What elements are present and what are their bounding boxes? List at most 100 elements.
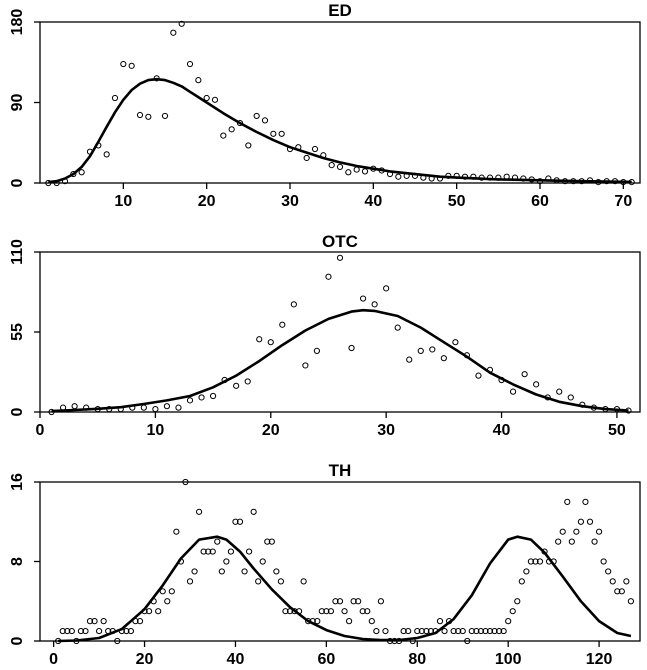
data-point <box>186 397 194 404</box>
x-tick-label: 20 <box>262 422 280 439</box>
data-point <box>595 528 603 535</box>
data-point <box>155 608 162 615</box>
data-point <box>178 20 185 27</box>
data-point <box>364 608 371 615</box>
data-point <box>383 285 390 292</box>
plot-frame <box>39 21 641 184</box>
data-point <box>348 344 355 352</box>
data-point <box>152 405 159 413</box>
data-point <box>414 627 421 635</box>
data-point <box>345 169 352 176</box>
data-point <box>336 254 344 261</box>
data-point <box>200 548 207 555</box>
data-point <box>440 355 447 362</box>
data-point <box>214 538 221 545</box>
data-point <box>120 60 127 68</box>
data-point <box>341 608 348 615</box>
data-point <box>95 627 103 635</box>
data-point <box>182 478 189 486</box>
data-point <box>164 598 171 605</box>
data-point <box>618 588 625 595</box>
data-point <box>452 339 459 346</box>
data-point <box>173 528 180 535</box>
x-tick-label: 40 <box>493 422 511 439</box>
data-point <box>500 627 507 635</box>
data-point <box>377 598 385 605</box>
data-point <box>236 518 244 525</box>
data-point <box>327 608 335 615</box>
data-point <box>509 388 517 395</box>
data-point <box>450 627 457 635</box>
data-point <box>100 618 107 625</box>
data-point <box>261 117 269 124</box>
data-point <box>168 588 175 595</box>
data-point <box>290 301 297 308</box>
data-point <box>253 112 260 120</box>
data-point <box>436 618 444 625</box>
panel-th: TH 0 20 40 60 80 100 120 0 8 16 <box>9 461 641 668</box>
data-point <box>127 627 135 635</box>
data-point <box>244 378 251 385</box>
data-point <box>71 403 78 410</box>
y-tick-label: 16 <box>9 473 26 491</box>
data-point <box>273 568 280 575</box>
data-point <box>423 627 430 635</box>
data-point <box>218 568 225 575</box>
data-point <box>268 538 275 545</box>
data-point <box>186 60 194 68</box>
data-point <box>359 608 366 615</box>
data-point <box>371 301 378 308</box>
x-tick-label: 120 <box>586 651 613 668</box>
data-point <box>209 392 217 400</box>
data-point <box>318 608 325 615</box>
x-tick-label: 60 <box>317 651 335 668</box>
data-point <box>573 528 580 535</box>
data-point <box>140 404 147 411</box>
data-point <box>359 295 367 302</box>
data-point <box>91 618 98 625</box>
data-point <box>300 578 307 585</box>
data-point <box>532 558 539 565</box>
plot-frame <box>39 251 641 413</box>
data-point <box>459 627 466 635</box>
x-tick-label: 0 <box>36 422 45 439</box>
data-point <box>86 618 94 625</box>
data-point <box>361 168 369 175</box>
data-point <box>514 598 521 605</box>
x-tick-label: 10 <box>114 193 132 210</box>
chart-title: ED <box>328 1 352 20</box>
x-tick-label: 10 <box>146 422 164 439</box>
data-point <box>623 578 630 585</box>
x-tick-label: 30 <box>377 422 395 439</box>
data-point <box>259 558 266 565</box>
data-point <box>78 169 85 176</box>
data-point <box>373 627 380 635</box>
data-point <box>353 166 360 173</box>
data-point <box>145 113 152 120</box>
x-tick-label: 80 <box>408 651 426 668</box>
data-point <box>191 568 198 575</box>
data-point <box>278 130 285 137</box>
data-point <box>406 356 413 363</box>
data-point <box>68 627 75 635</box>
data-point <box>627 598 635 605</box>
data-point <box>417 347 424 355</box>
x-tick-label: 40 <box>364 193 382 210</box>
data-point <box>279 321 286 328</box>
fitted-curve <box>58 535 632 643</box>
fitted-curve <box>51 308 629 413</box>
data-point <box>203 94 210 102</box>
data-point <box>518 578 525 585</box>
data-point <box>505 618 512 625</box>
data-point <box>195 77 202 84</box>
data-point <box>429 346 436 353</box>
data-point <box>198 394 205 401</box>
data-point <box>614 588 621 595</box>
data-point <box>586 518 594 525</box>
data-point <box>323 608 330 615</box>
data-point <box>205 548 212 555</box>
y-tick-label: 0 <box>9 636 26 645</box>
data-point <box>270 130 277 137</box>
x-tick-label: 40 <box>227 651 245 668</box>
fitted-curve <box>48 77 632 184</box>
